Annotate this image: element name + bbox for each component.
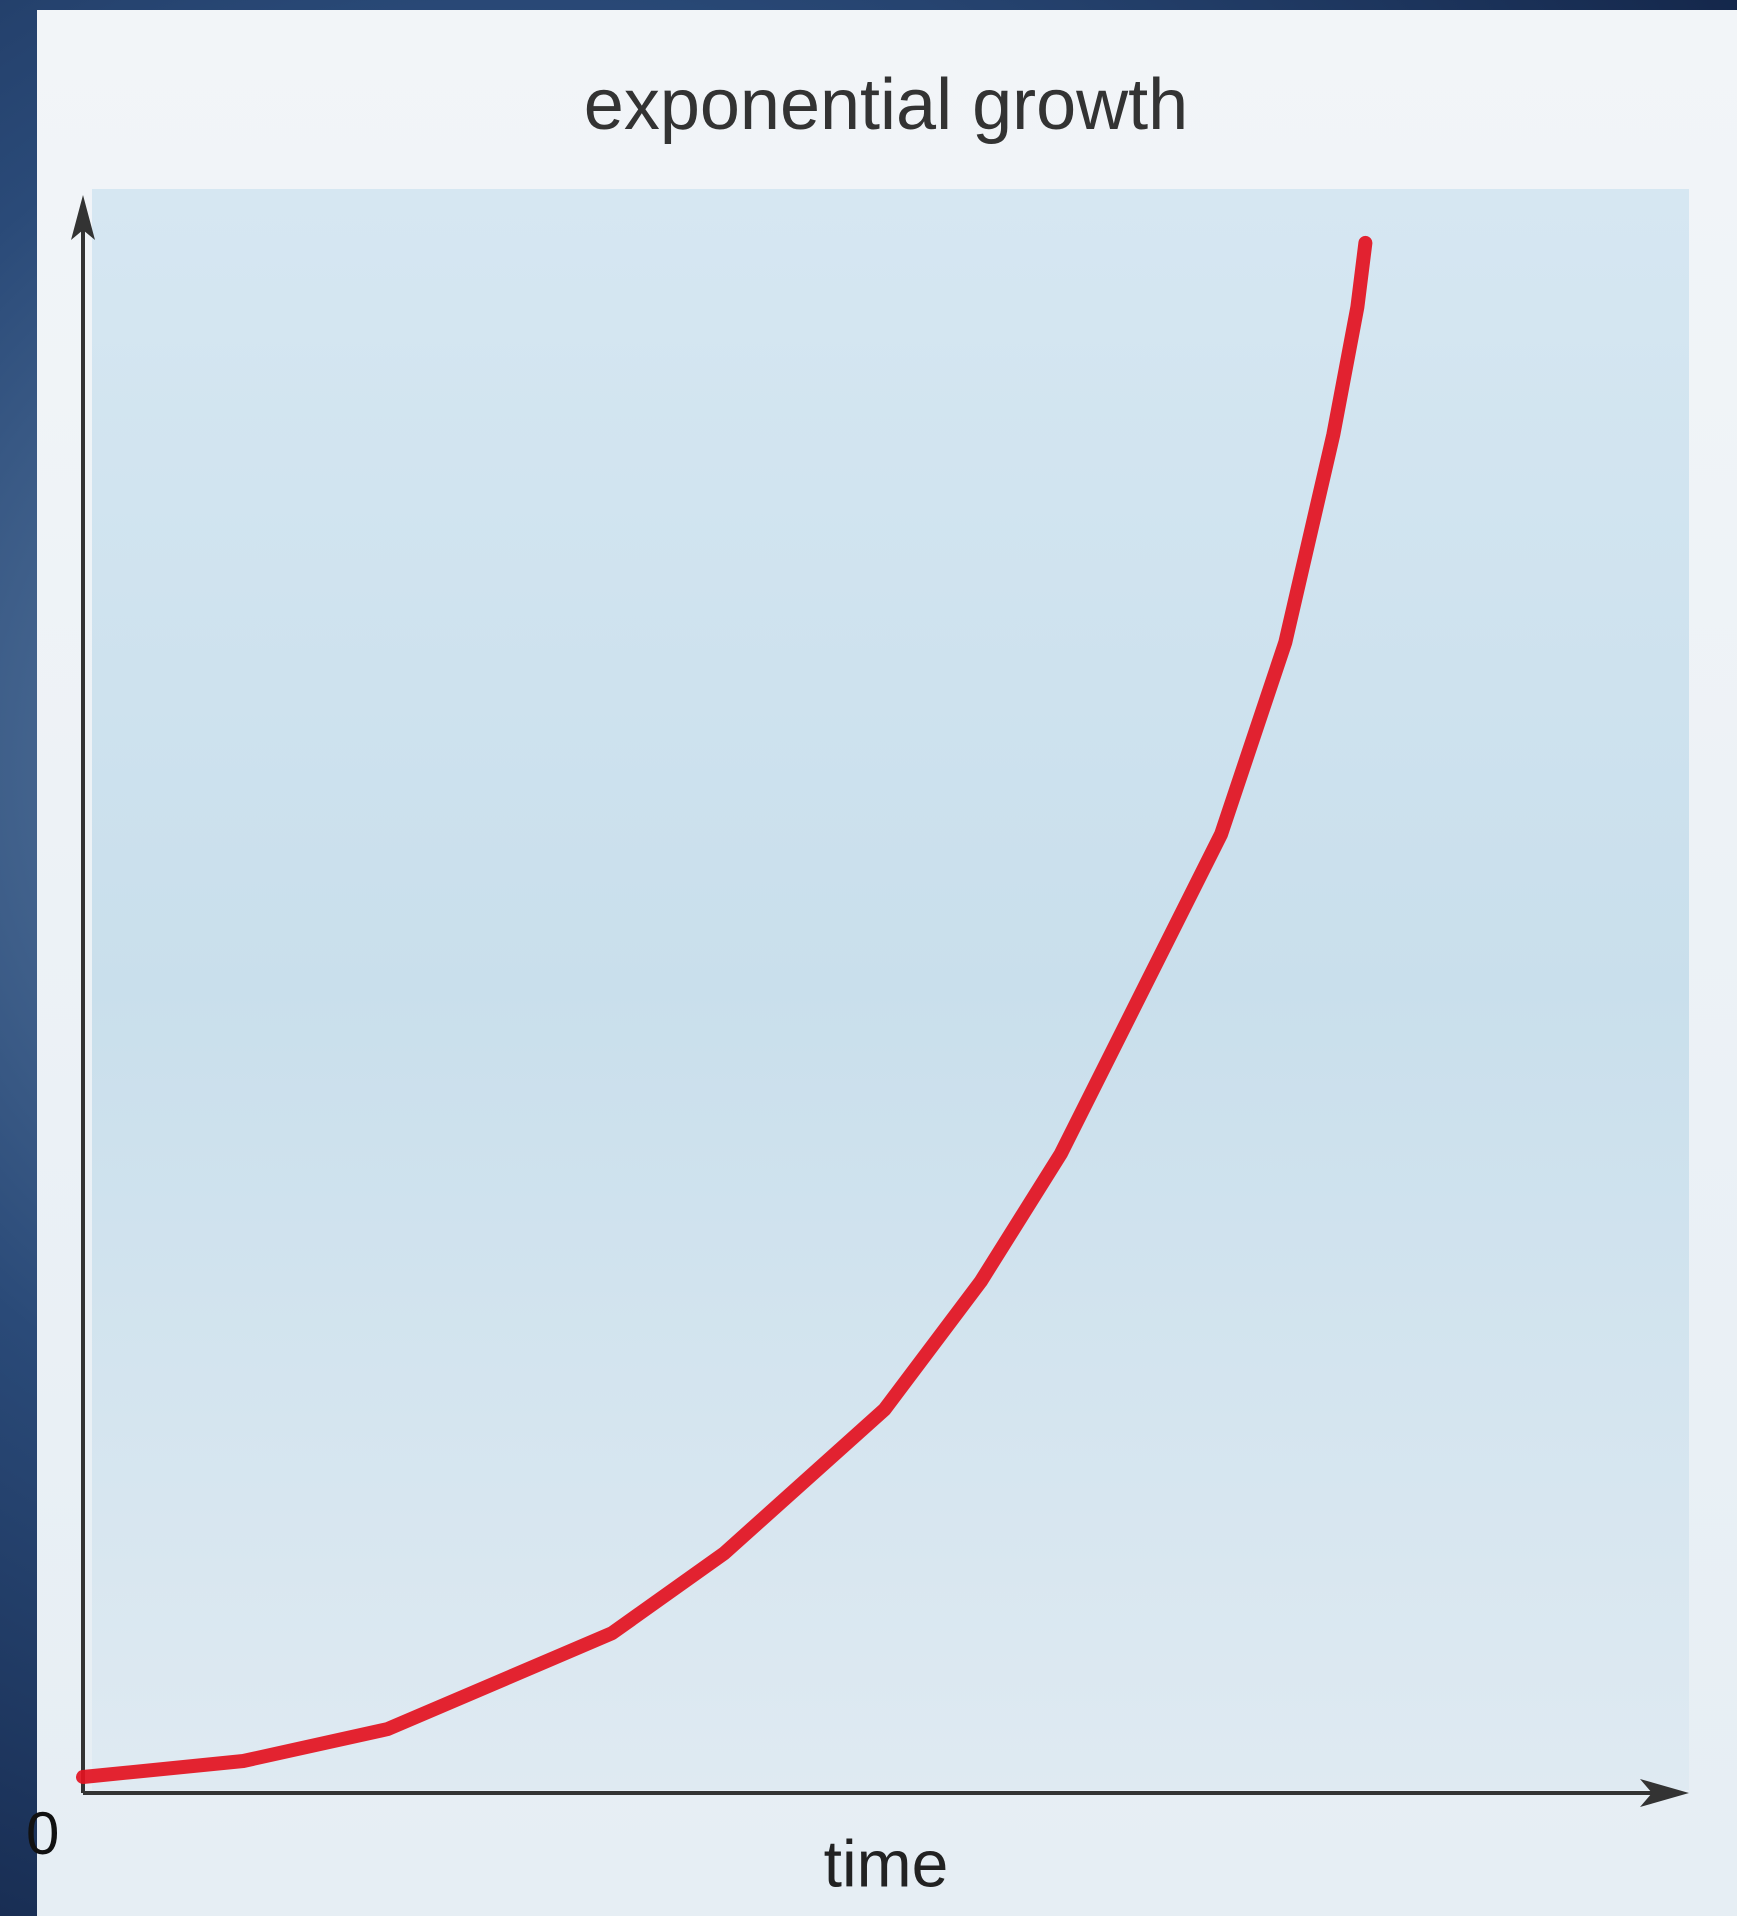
chart-title: exponential growth [584, 65, 1188, 145]
data-line [76, 235, 1373, 1784]
y-axis-arrow [71, 195, 95, 240]
plot-area [92, 189, 1689, 1790]
x-axis-label: time [824, 1826, 949, 1900]
x-axis-arrow [1640, 1779, 1689, 1807]
origin-label: 0 [26, 1800, 59, 1867]
